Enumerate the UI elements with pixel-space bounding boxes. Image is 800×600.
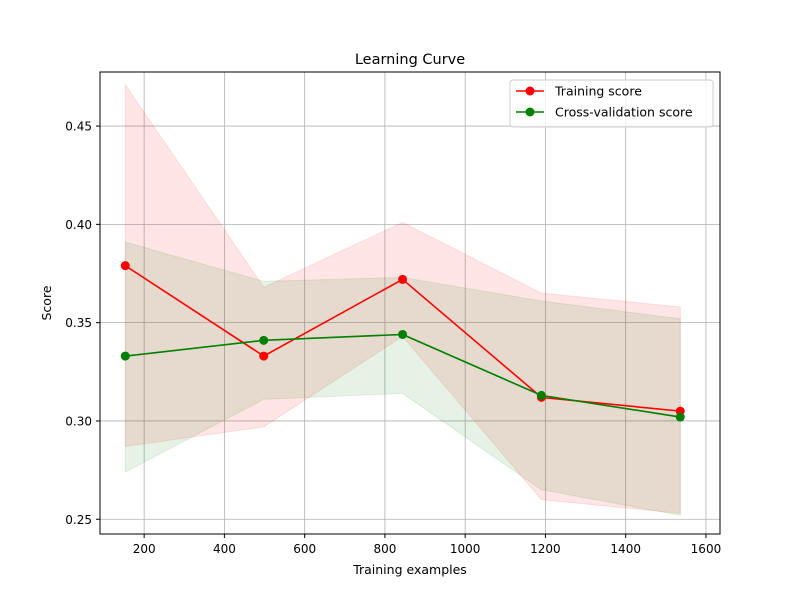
series-markers: [120, 261, 685, 422]
y-tick-label: 0.25: [65, 513, 92, 527]
confidence-bands: [124, 83, 681, 516]
x-tick-label: 400: [213, 542, 236, 556]
y-axis-label: Score: [39, 285, 54, 320]
y-tick-label: 0.45: [65, 120, 92, 134]
axes: [96, 71, 721, 538]
x-tick-label: 600: [293, 542, 316, 556]
y-tick-label: 0.35: [65, 316, 92, 330]
cv-score-point: [120, 351, 130, 361]
legend-frame: [509, 79, 714, 128]
x-tick-label: 1400: [610, 542, 641, 556]
y-tick-label: 0.40: [65, 218, 92, 232]
x-axis-label: Training examples: [352, 562, 467, 577]
axes-frame: [99, 71, 721, 535]
x-tick-label: 800: [373, 542, 396, 556]
training-score-point: [259, 351, 269, 361]
cv-score-band: [124, 241, 681, 516]
cv-score-point: [398, 329, 408, 339]
x-tick-label: 1000: [450, 542, 481, 556]
training-score-point: [398, 274, 408, 284]
training-score-band: [124, 83, 681, 514]
grid: [100, 72, 720, 534]
plot-background: [100, 72, 720, 534]
legend: Training score Cross-validation score: [509, 79, 714, 128]
cv-score-point: [259, 335, 269, 345]
tick-labels: 200 400 600 800 1000 1200 1400 1600 0.25 0.30 0.35…: [65, 120, 721, 556]
cv-score-point: [536, 390, 546, 400]
x-tick-label: 1600: [691, 542, 722, 556]
x-tick-label: 1200: [530, 542, 561, 556]
y-tick-label: 0.30: [65, 414, 92, 428]
x-tick-label: 200: [133, 542, 156, 556]
chart-title: Learning Curve: [355, 52, 465, 68]
plot-area: [100, 72, 720, 534]
legend-cv-label: Cross-validation score: [555, 105, 693, 120]
legend-cv-marker: [525, 107, 535, 117]
cv-score-point: [675, 412, 685, 422]
legend-training-label: Training score: [554, 84, 642, 99]
training-score-point: [120, 261, 130, 271]
legend-training-marker: [525, 86, 535, 96]
